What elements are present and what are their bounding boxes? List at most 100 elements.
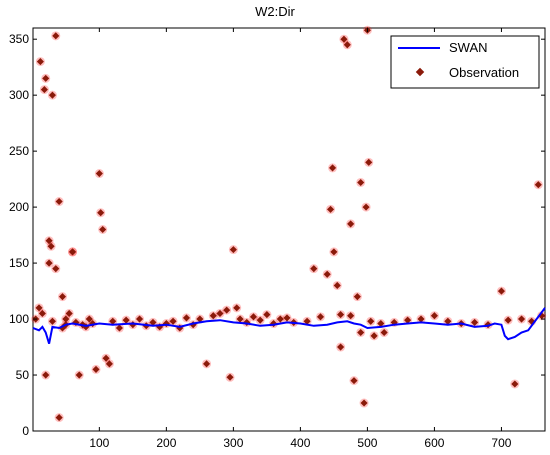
y-tick-label: 300 [9, 88, 29, 102]
observation-point [233, 304, 241, 312]
observation-point [357, 178, 365, 187]
y-axis: 0 50 100 150 200 250 300 350 [9, 32, 545, 438]
observation-point [229, 246, 237, 254]
observation-point [263, 311, 271, 319]
observation-point [48, 317, 56, 325]
observation-point [136, 315, 144, 323]
y-tick-label: 50 [16, 368, 30, 382]
observation-point [62, 315, 70, 323]
legend-swan-label: SWAN [449, 40, 488, 55]
observation-point [337, 311, 345, 319]
legend: SWAN Observation [390, 35, 540, 89]
observation-point [370, 332, 378, 340]
swan-series [32, 307, 546, 344]
observation-point [362, 203, 370, 211]
observation-point [310, 265, 318, 273]
observation-point [236, 315, 244, 323]
x-tick-label: 400 [290, 436, 310, 450]
legend-box [390, 35, 540, 89]
observation-point [360, 399, 368, 407]
x-tick-label: 300 [223, 436, 243, 450]
observation-point [65, 309, 73, 317]
observation-point [42, 371, 50, 379]
observation-point [115, 324, 123, 332]
observation-point [276, 315, 284, 323]
observation-point [340, 35, 348, 43]
observation-point [149, 318, 157, 326]
x-tick-label: 200 [156, 436, 176, 450]
swan-line [32, 307, 546, 344]
observation-point [55, 414, 63, 422]
x-tick-label: 100 [89, 436, 109, 450]
x-tick-label: 500 [357, 436, 377, 450]
observation-point [216, 309, 224, 317]
observation-point [169, 317, 177, 325]
x-tick-label: 600 [424, 436, 444, 450]
observation-point [226, 373, 234, 381]
observation-point [92, 365, 100, 373]
observation-point [38, 309, 46, 317]
observation-point [85, 315, 93, 323]
observation-point [329, 164, 337, 172]
observation-point [45, 237, 53, 245]
y-tick-label: 150 [9, 256, 29, 270]
observation-point [504, 316, 512, 324]
observation-series [32, 26, 546, 422]
observation-point [417, 315, 425, 323]
observation-point [357, 328, 365, 337]
observation-point [347, 220, 355, 228]
observation-point [430, 312, 438, 320]
observation-point [333, 281, 341, 290]
observation-point [350, 377, 358, 385]
observation-point [99, 225, 107, 234]
x-tick-label: 700 [491, 436, 511, 450]
observation-point [365, 158, 373, 166]
y-tick-label: 100 [9, 312, 29, 326]
observation-point [55, 197, 63, 206]
observation-point [196, 315, 204, 323]
observation-point [223, 306, 231, 314]
observation-point [377, 319, 385, 328]
observation-point [511, 380, 519, 388]
observation-point [47, 242, 55, 250]
observation-point [203, 360, 211, 368]
observation-point [182, 314, 191, 322]
observation-point [518, 315, 526, 323]
chart-title: W2:Dir [255, 4, 295, 19]
observation-point [337, 343, 345, 351]
observation-point [323, 270, 331, 278]
observation-point [102, 354, 110, 362]
observation-point [105, 360, 113, 368]
observation-point [404, 316, 412, 324]
observation-point [35, 304, 43, 312]
observation-point [52, 265, 60, 273]
x-axis: 100 200 300 400 500 600 700 [89, 28, 512, 450]
observation-point [303, 317, 311, 325]
legend-observation-label: Observation [449, 65, 519, 80]
observation-point [327, 205, 335, 213]
observation-point [367, 317, 375, 325]
observation-point [353, 293, 361, 301]
observation-point [444, 317, 452, 325]
observation-point [316, 313, 325, 321]
legend-observation-marker [415, 67, 425, 77]
observation-point [497, 287, 505, 295]
plot-area [32, 27, 546, 432]
observation-point [95, 169, 103, 178]
y-tick-label: 200 [9, 200, 29, 214]
observation-point [283, 314, 291, 322]
observation-point [347, 312, 355, 320]
observation-point [534, 181, 542, 189]
observation-point [209, 312, 217, 320]
observation-point [45, 259, 53, 267]
observation-point [97, 209, 105, 217]
y-tick-label: 250 [9, 144, 29, 158]
observation-point [109, 317, 117, 325]
observation-point [380, 328, 388, 337]
observation-point [343, 41, 351, 49]
y-tick-label: 0 [22, 424, 29, 438]
observation-point [471, 318, 479, 326]
observation-point [256, 316, 264, 324]
observation-point [58, 293, 67, 301]
